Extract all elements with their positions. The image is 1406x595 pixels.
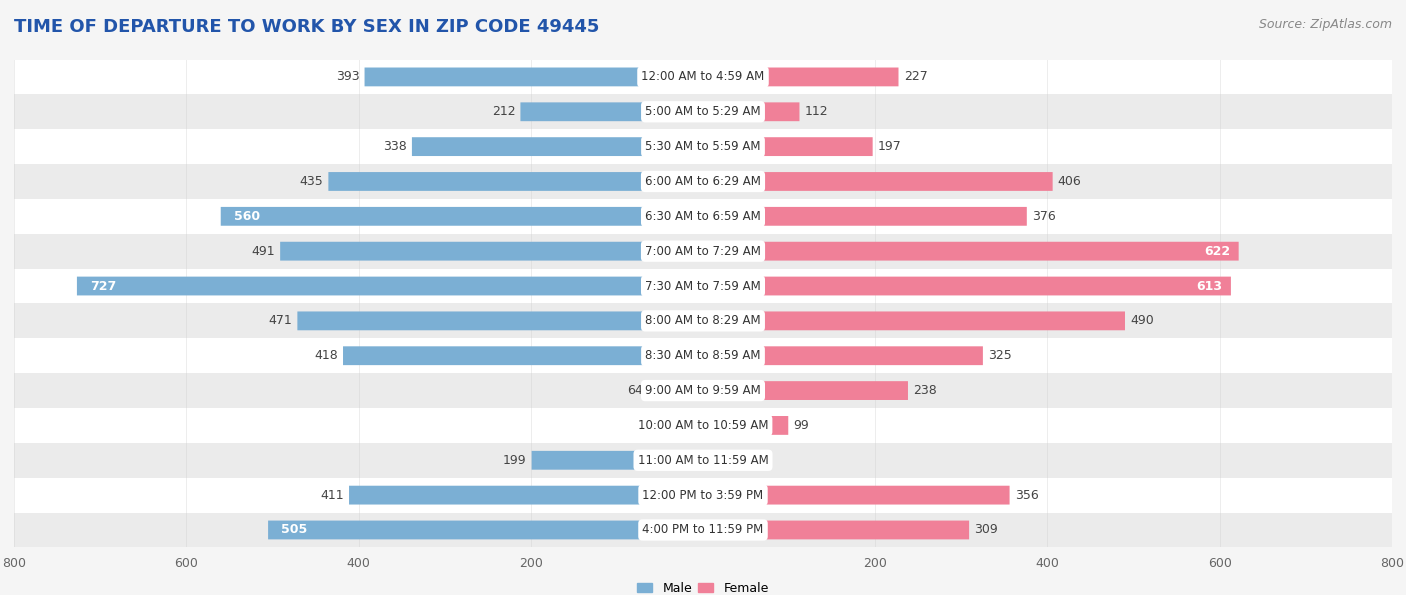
Text: 238: 238	[912, 384, 936, 397]
FancyBboxPatch shape	[77, 277, 693, 296]
Legend: Male, Female: Male, Female	[633, 577, 773, 595]
FancyBboxPatch shape	[713, 416, 789, 435]
FancyBboxPatch shape	[713, 102, 800, 121]
Bar	[14, 303, 1392, 339]
Text: 28: 28	[658, 419, 673, 432]
Bar	[14, 95, 1392, 129]
Text: 309: 309	[974, 524, 998, 537]
FancyBboxPatch shape	[679, 416, 693, 435]
Text: 7:00 AM to 7:29 AM: 7:00 AM to 7:29 AM	[645, 245, 761, 258]
FancyBboxPatch shape	[221, 207, 693, 226]
Bar	[14, 478, 1392, 512]
Text: 4:00 PM to 11:59 PM: 4:00 PM to 11:59 PM	[643, 524, 763, 537]
Text: 491: 491	[252, 245, 276, 258]
FancyBboxPatch shape	[648, 381, 693, 400]
Text: 6:30 AM to 6:59 AM: 6:30 AM to 6:59 AM	[645, 210, 761, 223]
Text: 6:00 AM to 6:29 AM: 6:00 AM to 6:29 AM	[645, 175, 761, 188]
FancyBboxPatch shape	[713, 242, 1239, 261]
FancyBboxPatch shape	[531, 451, 693, 469]
Text: 199: 199	[503, 454, 526, 466]
FancyBboxPatch shape	[280, 242, 693, 261]
Text: 613: 613	[1197, 280, 1222, 293]
FancyBboxPatch shape	[343, 346, 693, 365]
FancyBboxPatch shape	[713, 346, 983, 365]
Bar	[14, 60, 1392, 95]
Bar	[14, 164, 1392, 199]
Bar	[14, 373, 1392, 408]
Text: 12:00 AM to 4:59 AM: 12:00 AM to 4:59 AM	[641, 70, 765, 83]
Text: 560: 560	[233, 210, 260, 223]
Text: 418: 418	[314, 349, 337, 362]
Text: 212: 212	[492, 105, 515, 118]
Text: 411: 411	[321, 488, 344, 502]
Text: 622: 622	[1204, 245, 1230, 258]
Text: 727: 727	[90, 280, 117, 293]
FancyBboxPatch shape	[713, 311, 1125, 330]
Bar	[14, 443, 1392, 478]
Bar	[14, 199, 1392, 234]
Text: 325: 325	[988, 349, 1012, 362]
FancyBboxPatch shape	[713, 486, 1010, 505]
Text: 64: 64	[627, 384, 643, 397]
Text: 99: 99	[793, 419, 810, 432]
Text: 8:30 AM to 8:59 AM: 8:30 AM to 8:59 AM	[645, 349, 761, 362]
Text: 490: 490	[1130, 314, 1154, 327]
FancyBboxPatch shape	[713, 137, 873, 156]
Text: 393: 393	[336, 70, 360, 83]
FancyBboxPatch shape	[412, 137, 693, 156]
Text: 42: 42	[744, 454, 761, 466]
Bar	[14, 339, 1392, 373]
FancyBboxPatch shape	[364, 67, 693, 86]
Bar	[14, 408, 1392, 443]
FancyBboxPatch shape	[269, 521, 693, 540]
Text: 112: 112	[804, 105, 828, 118]
Text: 376: 376	[1032, 210, 1056, 223]
Text: 9:00 AM to 9:59 AM: 9:00 AM to 9:59 AM	[645, 384, 761, 397]
FancyBboxPatch shape	[713, 277, 1230, 296]
Text: 197: 197	[877, 140, 901, 153]
FancyBboxPatch shape	[713, 521, 969, 540]
FancyBboxPatch shape	[298, 311, 693, 330]
Text: 5:30 AM to 5:59 AM: 5:30 AM to 5:59 AM	[645, 140, 761, 153]
FancyBboxPatch shape	[329, 172, 693, 191]
Text: 471: 471	[269, 314, 292, 327]
Text: 338: 338	[382, 140, 406, 153]
Text: Source: ZipAtlas.com: Source: ZipAtlas.com	[1258, 18, 1392, 31]
Bar	[14, 234, 1392, 268]
FancyBboxPatch shape	[349, 486, 693, 505]
Text: 12:00 PM to 3:59 PM: 12:00 PM to 3:59 PM	[643, 488, 763, 502]
Text: 435: 435	[299, 175, 323, 188]
Text: TIME OF DEPARTURE TO WORK BY SEX IN ZIP CODE 49445: TIME OF DEPARTURE TO WORK BY SEX IN ZIP …	[14, 18, 599, 36]
Text: 227: 227	[904, 70, 928, 83]
Text: 11:00 AM to 11:59 AM: 11:00 AM to 11:59 AM	[638, 454, 768, 466]
Text: 8:00 AM to 8:29 AM: 8:00 AM to 8:29 AM	[645, 314, 761, 327]
Bar	[14, 268, 1392, 303]
FancyBboxPatch shape	[713, 207, 1026, 226]
Text: 356: 356	[1015, 488, 1039, 502]
FancyBboxPatch shape	[713, 67, 898, 86]
FancyBboxPatch shape	[520, 102, 693, 121]
Bar	[14, 512, 1392, 547]
Text: 7:30 AM to 7:59 AM: 7:30 AM to 7:59 AM	[645, 280, 761, 293]
Text: 10:00 AM to 10:59 AM: 10:00 AM to 10:59 AM	[638, 419, 768, 432]
Text: 406: 406	[1057, 175, 1081, 188]
Bar	[14, 129, 1392, 164]
Text: 505: 505	[281, 524, 308, 537]
FancyBboxPatch shape	[713, 381, 908, 400]
Text: 5:00 AM to 5:29 AM: 5:00 AM to 5:29 AM	[645, 105, 761, 118]
FancyBboxPatch shape	[713, 172, 1053, 191]
FancyBboxPatch shape	[713, 451, 740, 469]
